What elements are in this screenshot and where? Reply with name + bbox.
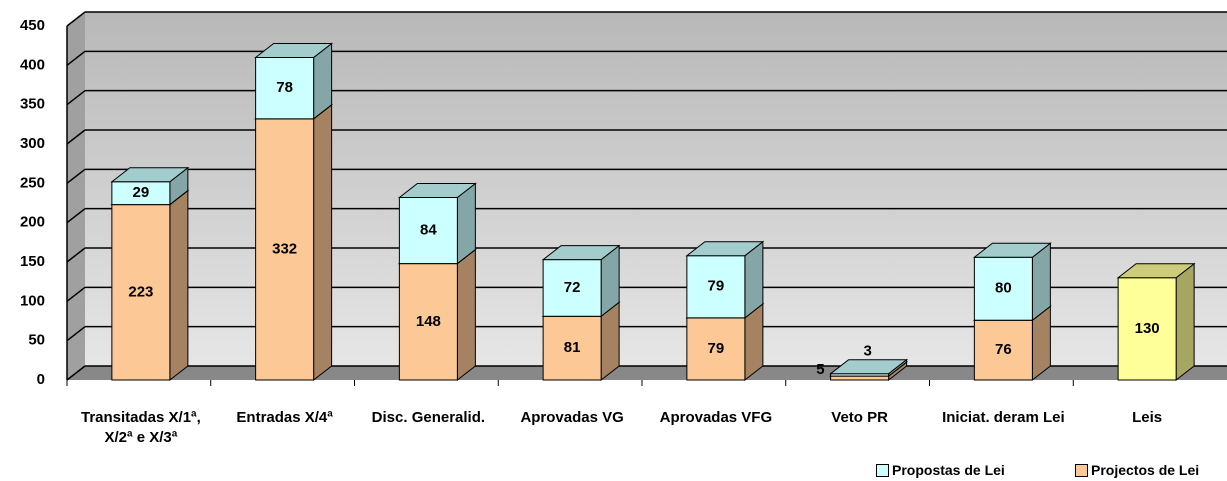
x-tick-label: Disc. Generalid. (371, 409, 486, 426)
legend-item: Propostas de Lei (876, 462, 1005, 478)
bar (542, 315, 602, 381)
floor (67, 366, 1227, 380)
y-tick-label: 150 (20, 253, 45, 270)
data-label: 332 (272, 240, 297, 257)
bar (973, 319, 1033, 381)
back-wall (85, 12, 1227, 366)
data-label: 81 (564, 339, 581, 356)
bar (686, 317, 746, 381)
legend-item: Projectos de Lei (1075, 462, 1199, 478)
data-label: 79 (708, 340, 725, 357)
y-tick-label: 100 (20, 292, 45, 309)
legend-label: Propostas de Lei (892, 462, 1005, 478)
y-tick-label: 400 (20, 56, 45, 73)
bar-top (1116, 263, 1196, 279)
bar (1117, 277, 1177, 381)
data-label: 80 (995, 280, 1012, 297)
grid-line-side (66, 247, 86, 263)
bar-side (1175, 262, 1195, 382)
bar-side (313, 103, 333, 382)
legend-swatch (1075, 463, 1088, 477)
bar-top (254, 42, 334, 58)
bar (830, 375, 890, 381)
bar-top (541, 245, 621, 261)
legend-swatch (876, 463, 889, 477)
bar-top (685, 241, 765, 257)
x-tick-label: Veto PR (831, 409, 888, 426)
x-tick-label: Entradas X/4ª (236, 409, 333, 426)
y-tick-label: 300 (20, 135, 45, 152)
grid-line-side (66, 208, 86, 224)
x-tick-label: Aprovadas VFG (659, 409, 773, 426)
bar-side (456, 248, 476, 382)
grid-line-side (66, 129, 86, 145)
y-tick-label: 0 (37, 371, 45, 388)
data-label: 130 (1135, 320, 1160, 337)
bar (398, 196, 458, 265)
bar (973, 256, 1033, 321)
bar-side (169, 189, 189, 382)
bar-top (972, 242, 1052, 258)
bar (111, 204, 171, 381)
x-tick-label: Aprovadas VG (520, 409, 624, 426)
grid-line-side (66, 50, 86, 66)
bar (542, 259, 602, 317)
side-wall (67, 12, 85, 380)
y-tick-label: 200 (20, 214, 45, 231)
y-tick-label: 50 (28, 332, 45, 349)
data-label: 29 (133, 184, 150, 201)
data-label: 5 (816, 361, 824, 378)
bar-top (397, 182, 477, 198)
y-tick-label: 350 (20, 96, 45, 113)
bar-top (829, 359, 909, 375)
data-label: 78 (276, 79, 293, 96)
grid-line-side (66, 90, 86, 106)
y-tick-label: 250 (20, 174, 45, 191)
bar (255, 118, 315, 381)
data-label: 84 (420, 222, 437, 239)
x-tick-label: Iniciat. deram Lei (942, 409, 1065, 426)
data-label: 76 (995, 341, 1012, 358)
bar-top (110, 167, 190, 183)
grid-line-side (66, 365, 86, 381)
legend-label: Projectos de Lei (1091, 462, 1200, 478)
grid-line-side (66, 326, 86, 342)
data-label: 72 (564, 279, 581, 296)
grid-line-side (66, 286, 86, 302)
x-tick-label: Transitadas X/1ª, X/2ª e X/3ª (80, 409, 201, 446)
data-label: 223 (128, 283, 153, 300)
data-label: 148 (416, 313, 441, 330)
grid-line-side (66, 168, 86, 184)
data-label: 79 (708, 278, 725, 295)
grid-line-side (66, 11, 86, 27)
x-tick-label: Leis (1132, 409, 1163, 426)
data-label: 3 (863, 343, 871, 360)
y-tick-label: 450 (20, 17, 45, 34)
